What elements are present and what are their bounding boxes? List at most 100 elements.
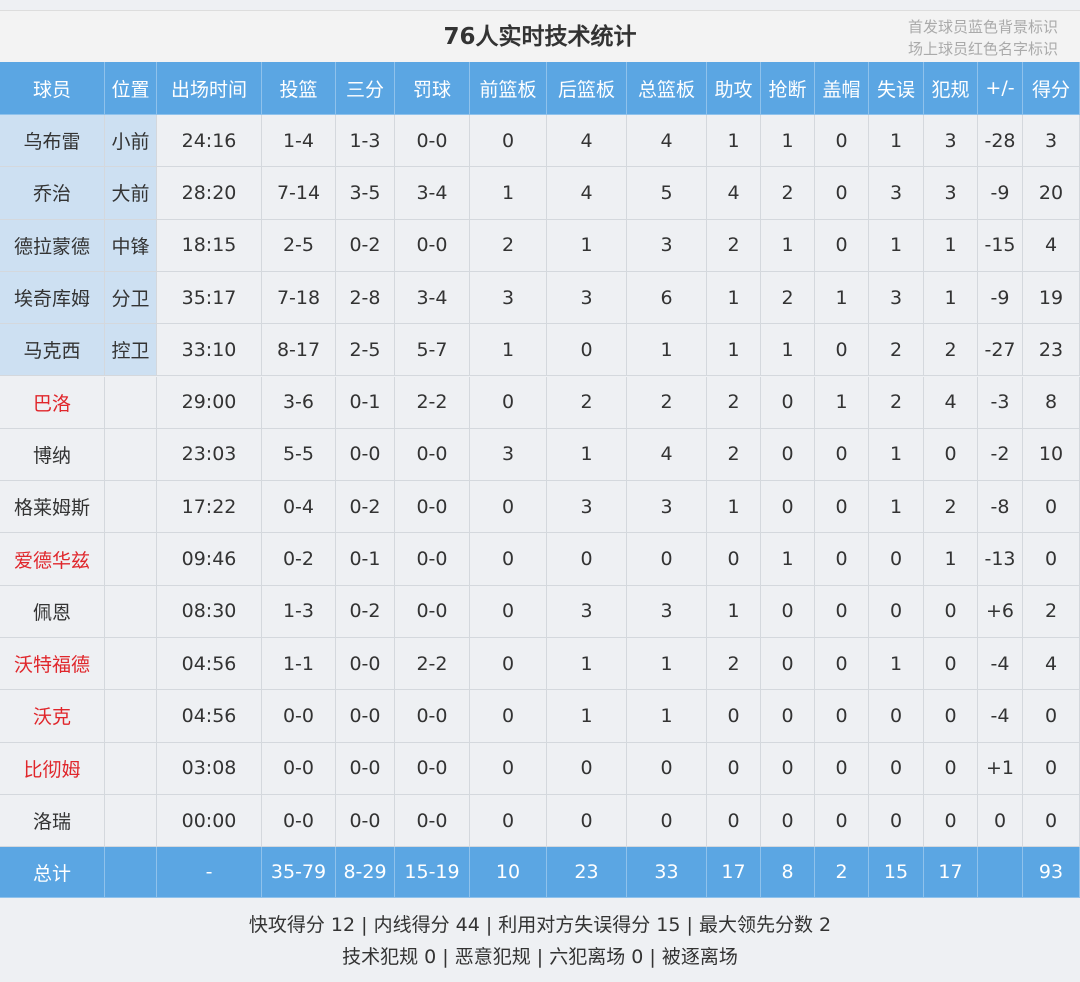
stat-cell: -9 [978,271,1023,325]
stat-cell: +1 [978,742,1023,795]
stat-cell: 0 [470,794,547,848]
stat-cell: 1 [869,115,924,168]
header-cell: 位置 [105,62,157,115]
stat-cell: 0 [869,794,924,848]
header-cell: 三分 [336,62,395,115]
stat-cell: 0-0 [395,428,470,482]
stat-cell: 0 [1023,690,1080,743]
stat-cell: 0-0 [395,219,470,272]
stat-cell: 19 [1023,271,1080,325]
stat-cell: 1 [761,219,815,272]
stat-cell: 2 [707,428,761,482]
stat-cell: 08:30 [157,585,262,638]
stat-cell: 1 [869,428,924,482]
player-name: 埃奇库姆 [0,271,105,325]
stat-cell: 0-2 [336,481,395,534]
stat-cell: 0 [869,585,924,638]
stat-cell: 0-0 [395,742,470,795]
stat-cell: 0-1 [336,533,395,586]
stat-cell: 0 [924,585,978,638]
stat-cell: 0 [924,742,978,795]
stat-cell: +6 [978,585,1023,638]
stat-cell: 0-2 [262,533,336,586]
stat-cell: 0 [761,481,815,534]
header-cell: 助攻 [707,62,761,115]
stat-cell: 1 [761,115,815,168]
stat-cell: 0 [815,585,869,638]
stat-cell: 2 [547,376,627,429]
stat-cell: 10 [1023,428,1080,482]
total-cell: - [157,847,262,899]
stat-cell: 1 [869,481,924,534]
stat-cell: 1 [924,533,978,586]
total-cell: 35-79 [262,847,336,899]
stat-cell: 0 [707,794,761,848]
stat-cell [105,794,157,848]
stat-cell: 0 [470,376,547,429]
stat-cell: 04:56 [157,690,262,743]
stat-cell: 3 [627,219,707,272]
title: 76人实时技术统计 [0,10,1080,63]
stat-cell: 0 [815,428,869,482]
stat-cell: 0 [761,794,815,848]
stat-cell: 2 [627,376,707,429]
player-name: 比彻姆 [0,742,105,795]
stat-cell: 3-5 [336,167,395,220]
stat-cell: 0 [707,533,761,586]
stat-cell: 6 [627,271,707,325]
stat-cell: 0-0 [395,585,470,638]
stat-cell: -2 [978,428,1023,482]
stat-cell [105,428,157,482]
total-cell: 15-19 [395,847,470,899]
total-cell: 17 [924,847,978,899]
stat-cell: 28:20 [157,167,262,220]
note: 首发球员蓝色背景标识 [907,18,1058,36]
stat-cell: 1-1 [262,638,336,691]
stat-cell: 0 [815,481,869,534]
stat-cell: 3 [1023,115,1080,168]
stat-cell: 0 [869,533,924,586]
player-name: 马克西 [0,324,105,377]
stat-cell: 1 [470,167,547,220]
stat-cell: 0 [815,690,869,743]
total-cell: 17 [707,847,761,899]
stat-cell: 控卫 [105,324,157,377]
stat-cell: 1 [547,219,627,272]
stat-cell: 0 [815,638,869,691]
stat-cell [105,690,157,743]
stat-cell: 2-5 [336,324,395,377]
stat-cell: 2 [707,219,761,272]
stat-cell: 分卫 [105,271,157,325]
stat-cell: 0-0 [262,690,336,743]
header-cell: 失误 [869,62,924,115]
stat-cell: 0 [924,690,978,743]
total-cell: 93 [1023,847,1080,899]
stat-cell: 0-0 [395,115,470,168]
total-cell: 15 [869,847,924,899]
stat-cell: 8-17 [262,324,336,377]
stat-cell: 3 [924,115,978,168]
stat-cell: 1 [547,690,627,743]
stat-cell: 00:00 [157,794,262,848]
stat-cell: 3 [470,428,547,482]
stat-cell: 2-2 [395,638,470,691]
stat-cell: 3 [627,585,707,638]
stat-cell: -27 [978,324,1023,377]
stat-cell [105,585,157,638]
stat-cell: 23:03 [157,428,262,482]
stat-cell: 0-0 [395,690,470,743]
stat-cell: 0 [547,533,627,586]
stat-cell: 0 [815,533,869,586]
stat-cell: 1 [761,324,815,377]
stat-cell: 2 [761,167,815,220]
stat-cell [105,533,157,586]
stat-cell: 4 [707,167,761,220]
stat-cell: 0 [924,794,978,848]
header-cell: 总篮板 [627,62,707,115]
stat-cell [105,376,157,429]
stat-cell: 0 [815,742,869,795]
stat-cell: 0 [470,533,547,586]
stat-cell: 1 [627,638,707,691]
stat-cell: 2-2 [395,376,470,429]
